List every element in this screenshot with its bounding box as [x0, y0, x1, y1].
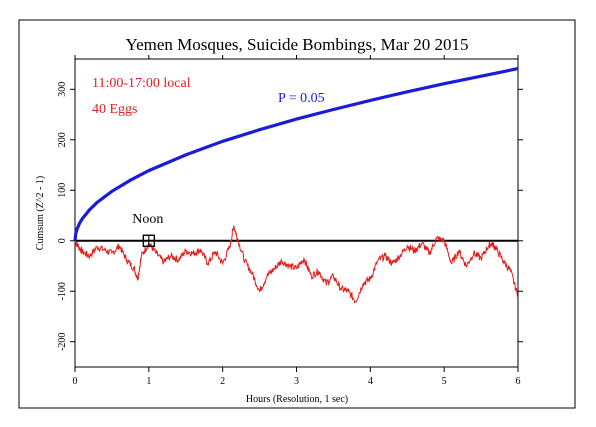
time-range-label: 11:00-17:00 local: [92, 76, 191, 91]
cumsum-series: [74, 225, 519, 304]
x-tick-label: 6: [516, 376, 521, 387]
y-axis: -200 -100 0 100 200 300: [57, 82, 523, 351]
y-tick-label: 100: [57, 183, 68, 198]
x-axis-label: Hours (Resolution, 1 sec): [246, 394, 348, 405]
plot-area: -200 -100 0 100 200 300 0 1 2 3 4 5 6: [57, 55, 523, 387]
y-tick-label: -200: [57, 333, 68, 351]
probability-curve: [73, 67, 519, 241]
chart-title: Yemen Mosques, Suicide Bombings, Mar 20 …: [126, 35, 469, 54]
p-value-label: P = 0.05: [278, 91, 325, 106]
x-axis: 0 1 2 3 4 5 6: [73, 55, 521, 387]
y-axis-label: Cumsum (Z^2 - 1): [35, 176, 46, 250]
x-tick-label: 2: [220, 376, 225, 387]
x-tick-label: 1: [146, 376, 151, 387]
y-tick-label: 200: [57, 132, 68, 147]
outer-border: [18, 19, 576, 409]
eggs-label: 40 Eggs: [92, 102, 138, 117]
y-tick-label: -100: [57, 282, 68, 300]
x-tick-label: 3: [294, 376, 299, 387]
x-tick-label: 0: [73, 376, 78, 387]
noon-label: Noon: [132, 212, 163, 227]
y-tick-label: 300: [57, 82, 68, 97]
x-tick-label: 5: [442, 376, 447, 387]
y-tick-label: 0: [57, 238, 68, 243]
x-tick-label: 4: [368, 376, 373, 387]
